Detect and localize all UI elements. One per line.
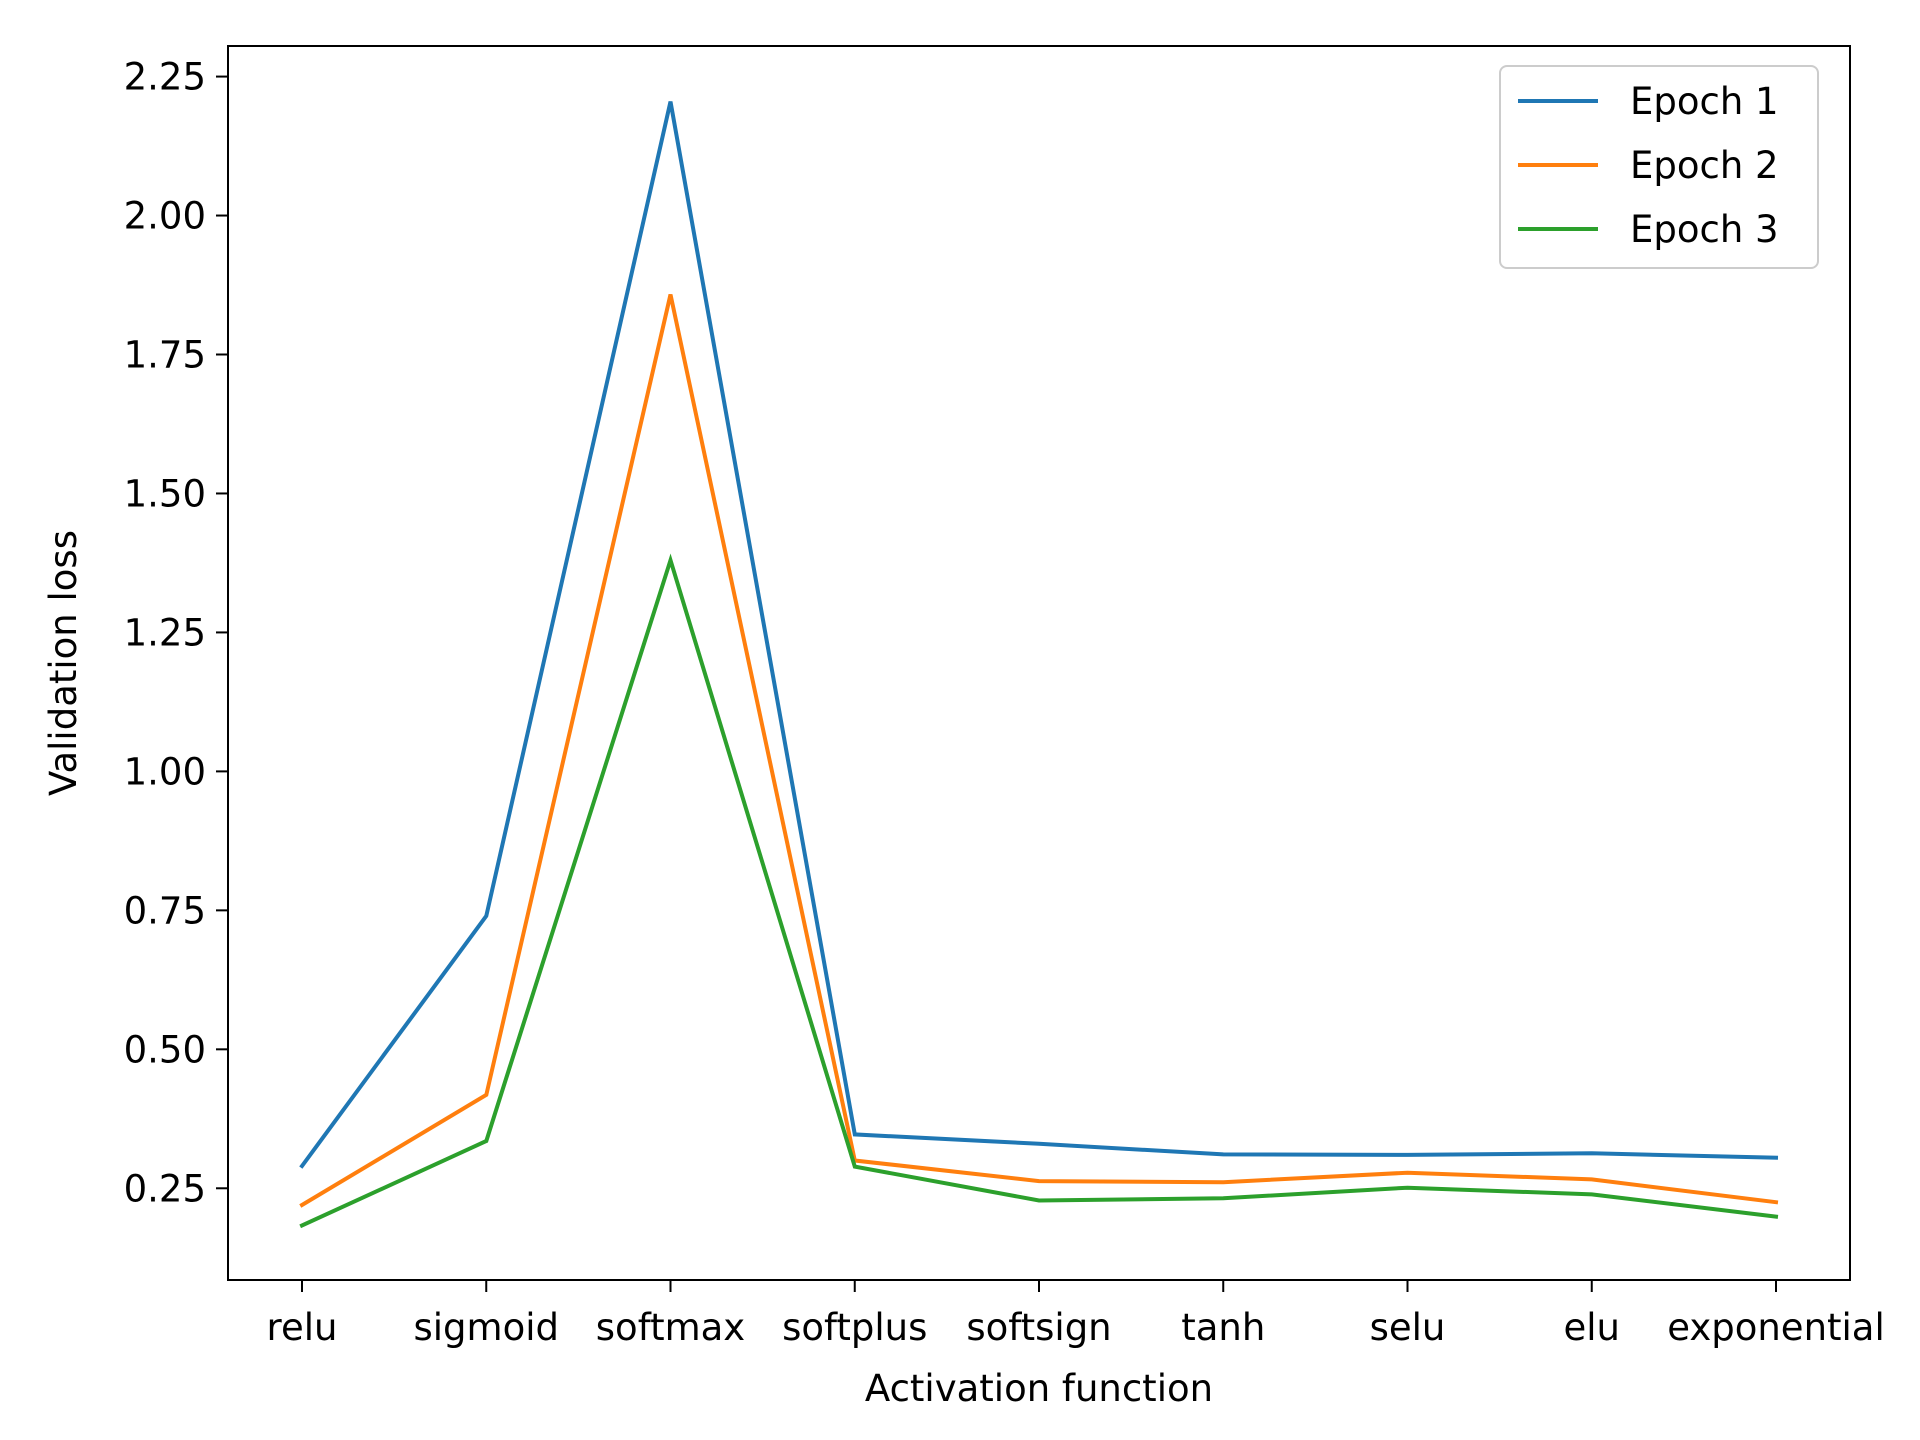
x-tick-label: selu [1370,1306,1446,1349]
y-tick-label: 1.25 [124,611,206,654]
legend-label-epoch-2: Epoch 2 [1630,144,1779,187]
x-axis: relu sigmoid softmax softplus softsign tanh se… [267,1280,1885,1349]
y-tick-label: 1.00 [124,750,206,793]
y-tick-label: 2.00 [124,195,206,238]
y-axis-label: Validation loss [42,530,85,796]
x-tick-label: softplus [782,1306,927,1349]
legend-box [1499,65,1819,269]
x-tick-label: softmax [596,1306,745,1349]
series-line-epoch-3 [299,553,1779,1229]
x-axis-label: Activation function [865,1367,1213,1410]
series-line-epoch-1 [299,101,1779,1169]
legend-label-epoch-3: Epoch 3 [1630,208,1779,251]
x-tick-label: elu [1564,1306,1621,1349]
y-tick-label: 2.25 [124,56,206,99]
y-tick-label: 0.25 [124,1167,206,1210]
legend-label-epoch-1: Epoch 1 [1630,80,1779,123]
x-tick-label: relu [267,1306,338,1349]
x-tick-label: softsign [966,1306,1111,1349]
series-lines [299,101,1779,1229]
x-tick-label: sigmoid [414,1306,560,1349]
x-tick-label: exponential [1667,1306,1885,1349]
series-line-epoch-2 [299,294,1779,1208]
y-tick-label: 0.50 [124,1028,206,1071]
y-tick-label: 1.50 [124,472,206,515]
legend: Epoch 1 Epoch 2 Epoch 3 [1499,65,1819,269]
x-tick-label: tanh [1181,1306,1265,1349]
y-tick-label: 0.75 [124,889,206,932]
y-axis: 0.25 0.50 0.75 1.00 1.25 1.50 1.75 2.00 2.25 [124,56,228,1210]
y-tick-label: 1.75 [124,334,206,377]
